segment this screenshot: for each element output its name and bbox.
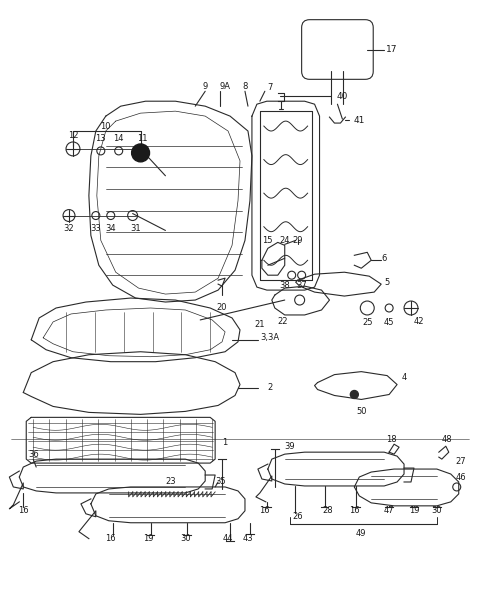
- Text: 23: 23: [165, 477, 176, 486]
- Text: 4: 4: [401, 373, 407, 382]
- Text: 26: 26: [292, 512, 303, 522]
- Text: 3,3A: 3,3A: [260, 333, 279, 343]
- Text: 22: 22: [277, 317, 288, 327]
- Text: 9: 9: [203, 82, 208, 91]
- Text: 33: 33: [90, 224, 101, 233]
- Text: 32: 32: [64, 224, 74, 233]
- Text: 36: 36: [28, 450, 38, 459]
- Text: 34: 34: [106, 224, 116, 233]
- Text: 2: 2: [267, 383, 273, 392]
- Text: 29: 29: [292, 236, 303, 245]
- Text: 16: 16: [18, 506, 29, 515]
- Text: 1: 1: [222, 438, 228, 446]
- Text: 19: 19: [409, 506, 419, 515]
- Text: 21: 21: [254, 320, 265, 330]
- Text: 30: 30: [180, 534, 191, 543]
- Text: 7: 7: [267, 83, 273, 92]
- Text: 45: 45: [384, 319, 395, 327]
- Text: 19: 19: [144, 534, 154, 543]
- Text: 41: 41: [354, 116, 365, 125]
- Text: 14: 14: [113, 135, 124, 143]
- Text: 8: 8: [242, 82, 248, 91]
- Circle shape: [350, 391, 358, 399]
- Text: 9A: 9A: [219, 82, 230, 91]
- Text: 12: 12: [68, 132, 78, 140]
- Text: 18: 18: [386, 435, 396, 444]
- Text: 49: 49: [356, 529, 367, 538]
- Text: 16: 16: [260, 506, 270, 515]
- Text: 43: 43: [243, 534, 253, 543]
- Text: 6: 6: [382, 254, 387, 263]
- Text: 47: 47: [384, 506, 395, 515]
- Text: 16: 16: [349, 506, 360, 515]
- Text: 15: 15: [263, 236, 273, 245]
- Text: 28: 28: [322, 506, 333, 515]
- Text: 48: 48: [442, 435, 452, 444]
- Text: 37: 37: [296, 280, 307, 290]
- Text: 11: 11: [137, 135, 148, 143]
- Text: 50: 50: [356, 407, 367, 416]
- Text: 31: 31: [130, 224, 141, 233]
- Text: 46: 46: [456, 472, 466, 482]
- Text: 17: 17: [386, 45, 398, 54]
- Text: 24: 24: [279, 236, 290, 245]
- Text: 10: 10: [100, 122, 111, 130]
- Text: 25: 25: [362, 319, 372, 327]
- Text: 13: 13: [96, 135, 106, 143]
- Text: 38: 38: [279, 280, 290, 290]
- Text: 42: 42: [414, 317, 424, 327]
- Text: 5: 5: [384, 277, 390, 287]
- Text: 44: 44: [223, 534, 233, 543]
- Text: 30: 30: [432, 506, 442, 515]
- Circle shape: [132, 144, 150, 162]
- Text: 16: 16: [106, 534, 116, 543]
- Text: 27: 27: [456, 456, 466, 466]
- Text: 40: 40: [336, 92, 348, 101]
- Text: 20: 20: [217, 303, 228, 312]
- Text: 35: 35: [215, 477, 226, 486]
- Text: 39: 39: [284, 442, 295, 451]
